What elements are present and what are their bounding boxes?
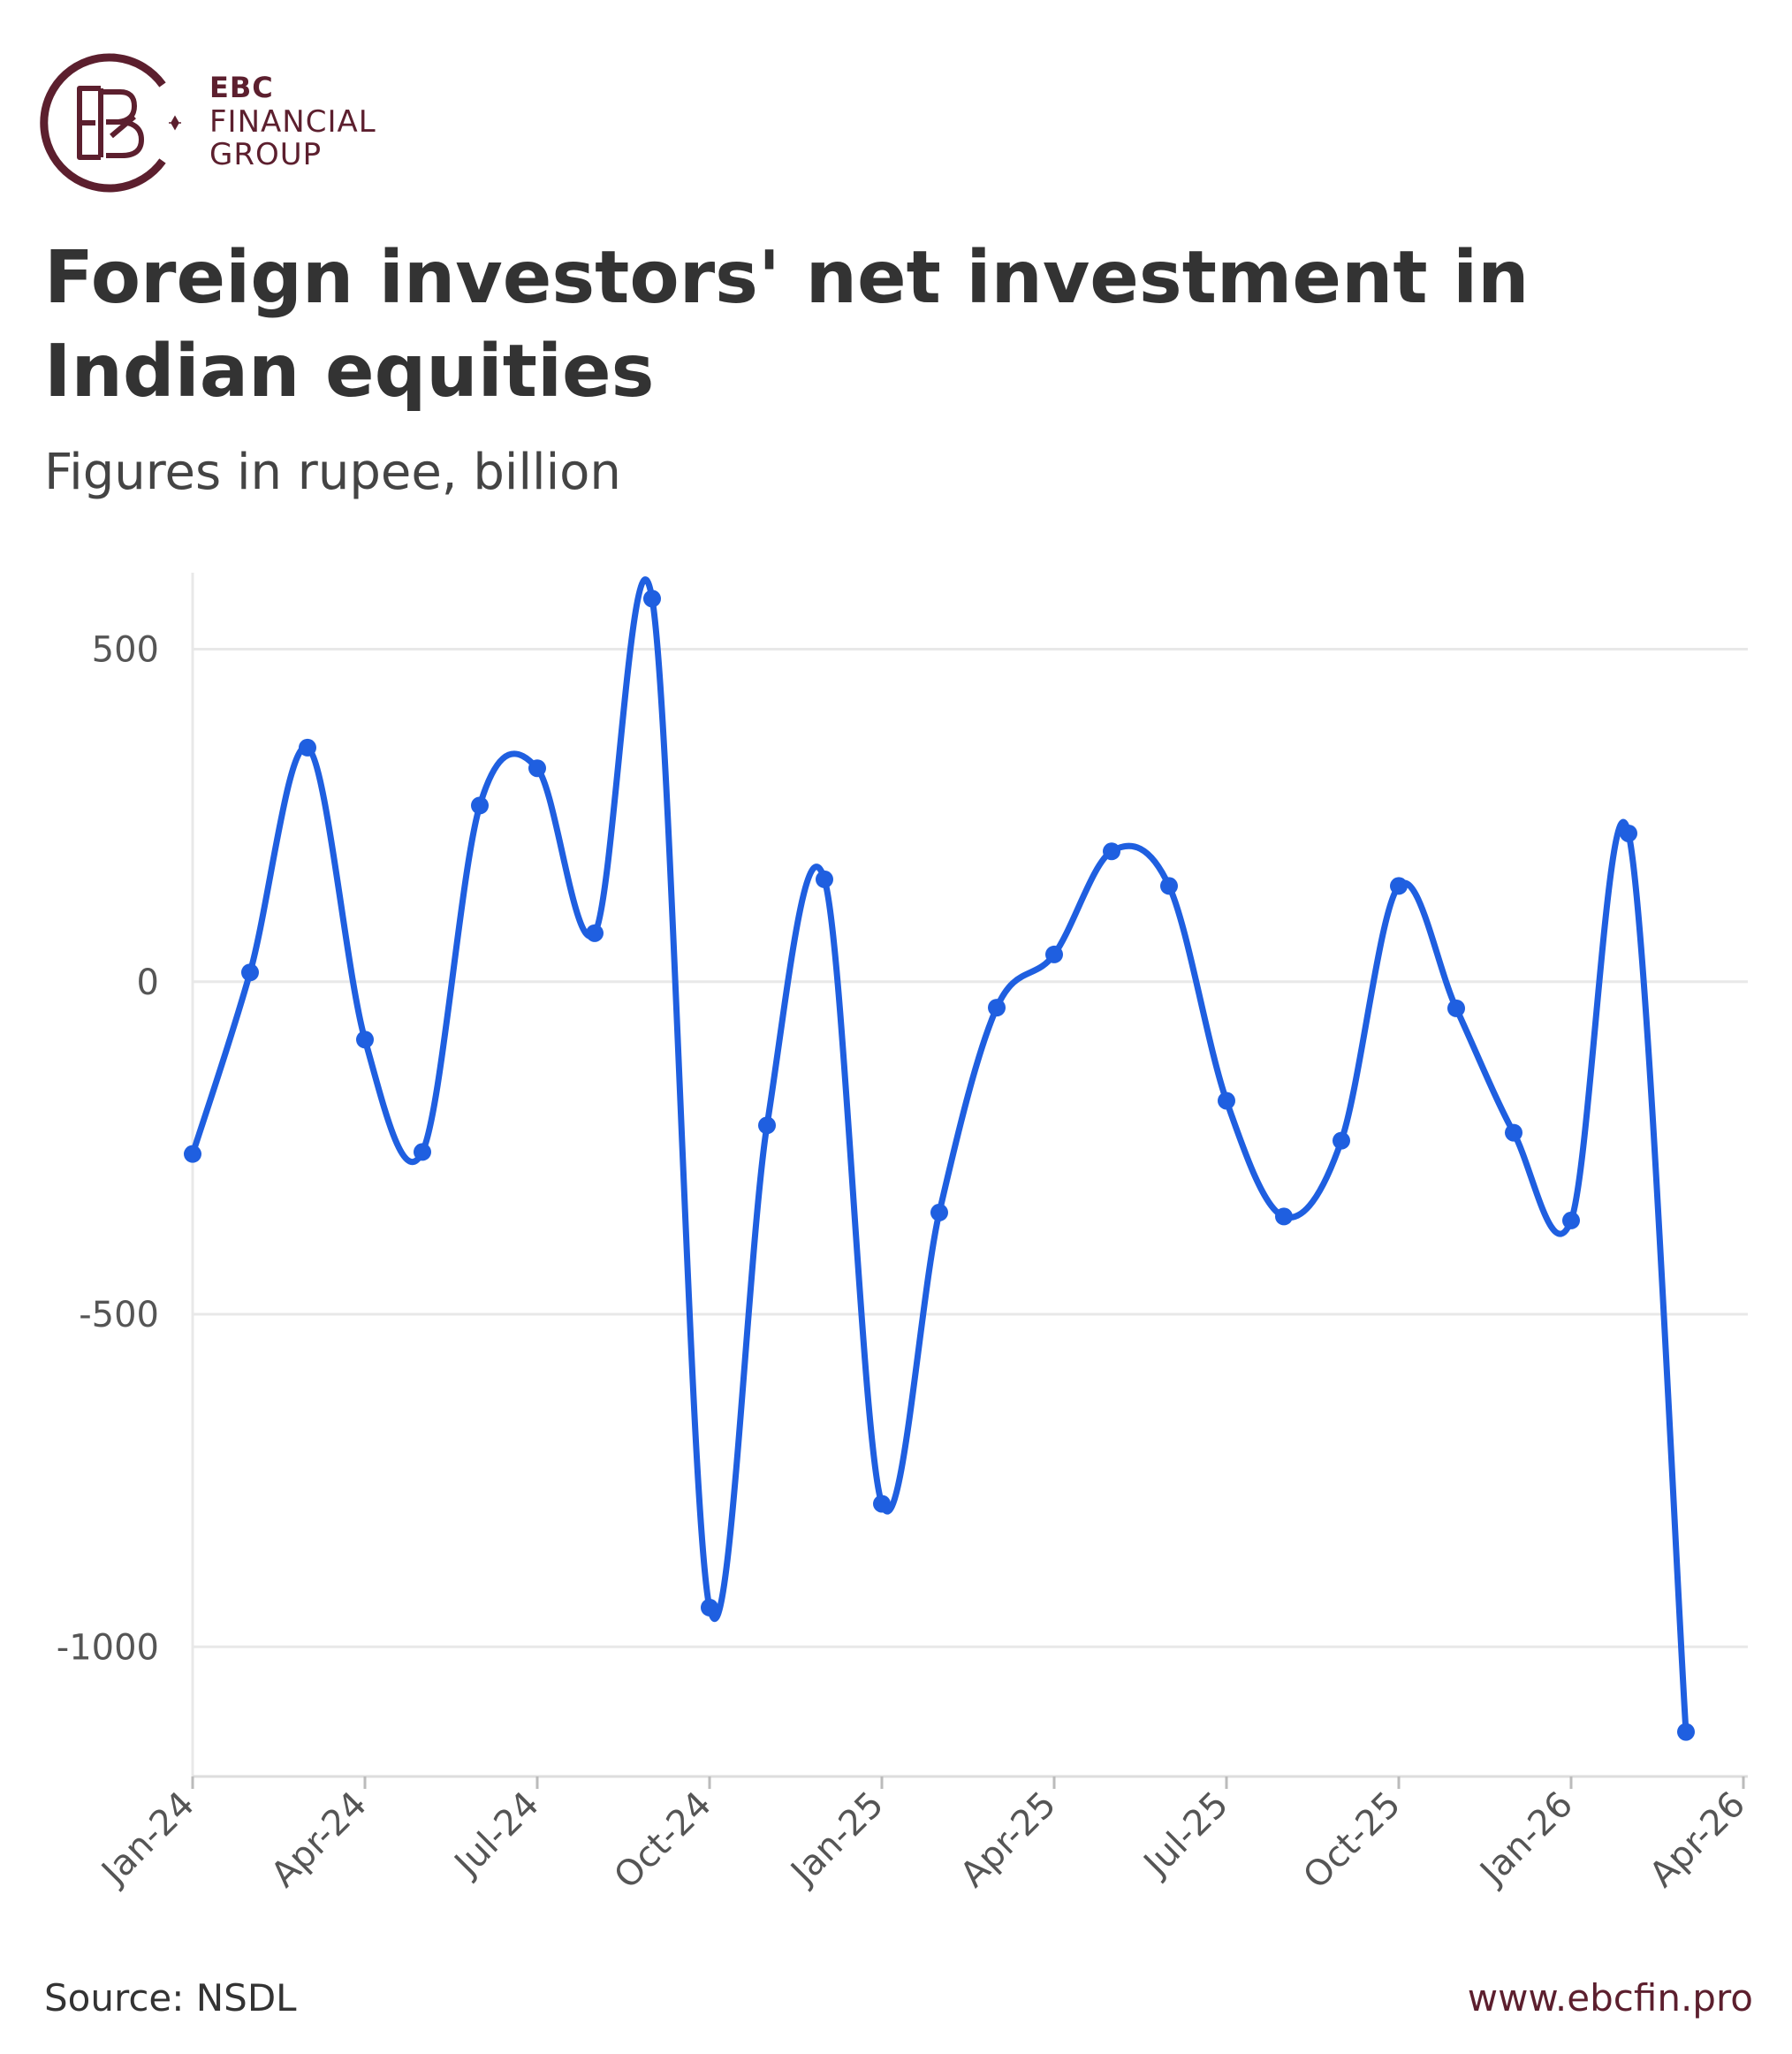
data-point bbox=[184, 1145, 201, 1163]
data-point bbox=[414, 1143, 431, 1161]
x-tick-label: Apr-26 bbox=[1642, 1784, 1753, 1896]
data-point bbox=[1103, 842, 1120, 861]
data-point bbox=[356, 1031, 374, 1049]
data-point bbox=[528, 759, 546, 778]
data-point bbox=[1620, 824, 1637, 842]
data-point bbox=[1505, 1123, 1522, 1142]
x-axis-tick-labels: Jan-24 Apr-24 Jul-24 Oct-24 Jan-25 Apr-25 Jul-… bbox=[93, 1776, 1753, 1897]
chart-subtitle: Figures in rupee, billion bbox=[44, 444, 621, 501]
y-tick-label: -500 bbox=[79, 1295, 159, 1335]
ebc-logo bbox=[40, 53, 181, 193]
y-tick-label: 0 bbox=[137, 962, 159, 1003]
x-tick-label: Jan-26 bbox=[1471, 1784, 1581, 1894]
data-point bbox=[1045, 945, 1063, 963]
data-point bbox=[586, 924, 604, 942]
data-point bbox=[873, 1495, 891, 1513]
brand-name-line-1: EBC bbox=[209, 71, 274, 104]
data-point bbox=[1160, 877, 1178, 895]
x-tick-label: Oct-24 bbox=[606, 1784, 719, 1898]
data-point bbox=[1677, 1723, 1695, 1741]
x-tick-label: Oct-25 bbox=[1295, 1784, 1409, 1898]
x-tick-label: Jan-24 bbox=[93, 1784, 202, 1894]
data-point bbox=[241, 963, 259, 982]
axes bbox=[191, 573, 1748, 1778]
data-point bbox=[471, 796, 489, 815]
brand-name-line-3: GROUP bbox=[209, 137, 323, 172]
y-axis-tick-labels: 500 0 -500 -1000 bbox=[57, 630, 159, 1669]
data-point bbox=[701, 1598, 718, 1617]
series-line bbox=[189, 576, 1689, 1736]
chart-title: Foreign investors' net investment in Ind… bbox=[44, 236, 1530, 414]
data-point bbox=[643, 590, 661, 608]
data-point bbox=[1333, 1131, 1350, 1150]
data-point bbox=[816, 870, 833, 888]
brand-name-line-2: FINANCIAL bbox=[209, 104, 376, 140]
website-link[interactable]: www.ebcfin.pro bbox=[1467, 1976, 1753, 2020]
data-point bbox=[1447, 999, 1465, 1017]
ebc-monogram-icon bbox=[77, 86, 144, 160]
y-tick-label: 500 bbox=[92, 630, 159, 671]
x-tick-label: Jul-24 bbox=[445, 1784, 547, 1886]
series-line-path bbox=[189, 576, 1689, 1736]
data-point bbox=[1218, 1092, 1235, 1110]
data-point bbox=[988, 999, 1006, 1017]
data-point bbox=[299, 738, 316, 757]
data-point bbox=[930, 1203, 948, 1221]
x-tick-label: Jan-25 bbox=[782, 1784, 892, 1894]
y-tick-label: -1000 bbox=[57, 1627, 159, 1668]
data-point bbox=[1390, 877, 1408, 895]
source-note: Source: NSDL bbox=[44, 1976, 297, 2020]
x-tick-label: Apr-24 bbox=[263, 1784, 375, 1896]
x-tick-label: Jul-25 bbox=[1135, 1784, 1236, 1886]
data-point bbox=[758, 1116, 776, 1135]
x-tick-label: Apr-25 bbox=[953, 1784, 1064, 1896]
data-point bbox=[1275, 1207, 1293, 1226]
data-points bbox=[184, 590, 1695, 1741]
data-point bbox=[1562, 1211, 1580, 1229]
